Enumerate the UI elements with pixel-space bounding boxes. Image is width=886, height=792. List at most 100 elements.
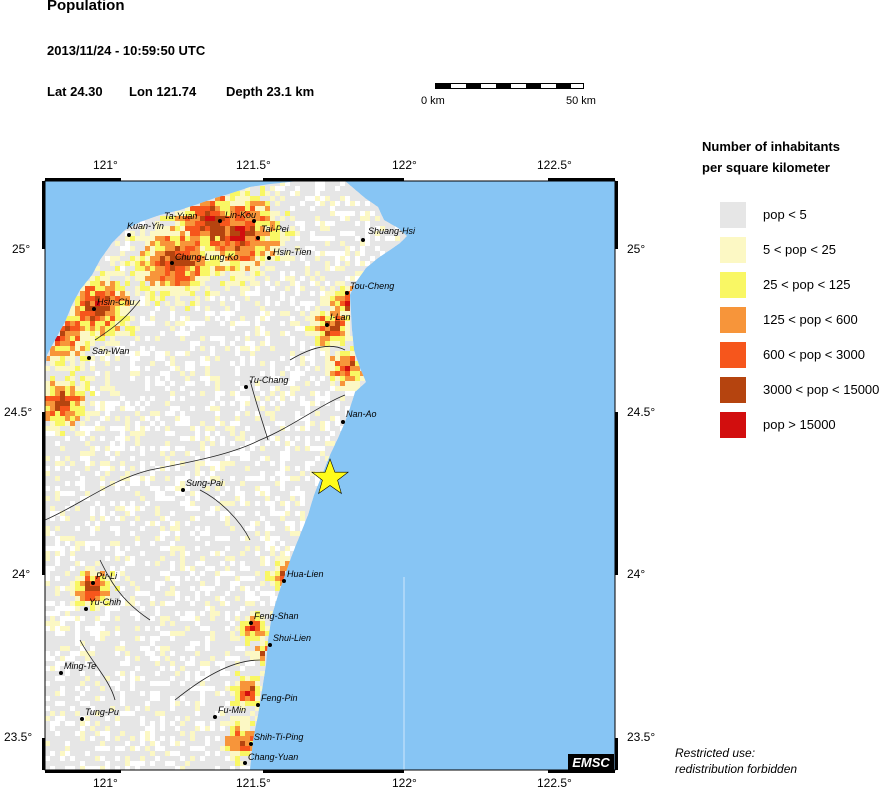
legend-label: 25 < pop < 125 [763,277,851,292]
city-dot [92,307,96,311]
legend-swatch [720,237,746,263]
city-label: Chung-Lung-Ko [175,252,239,262]
lon-tick-label: 122° [392,776,417,790]
city-label: Fu-Min [218,705,246,715]
lat-tick-label: 23.5° [627,730,656,744]
city-dot [249,621,253,625]
legend-swatch [720,307,746,333]
city-label: Feng-Pin [261,693,298,703]
legend-title-line2: per square kilometer [702,160,830,175]
city-dot [170,261,174,265]
lat-tick-label: 24° [627,567,646,581]
scale-bar [435,83,584,89]
lat-tick-label: 24° [12,567,31,581]
lon-tick-label: 121.5° [236,158,271,172]
legend-swatch [720,377,746,403]
city-label: Tou-Cheng [350,281,394,291]
lon-tick-label: 122.5° [537,776,572,790]
lon-tick-label: 121° [93,776,118,790]
city-dot [59,671,63,675]
city-label: Shui-Lien [273,633,311,643]
city-label: Nan-Ao [346,409,377,419]
city-dot [84,607,88,611]
legend-label: 125 < pop < 600 [763,312,858,327]
city-label: Chang-Yuan [248,752,298,762]
city-dot [256,236,260,240]
city-markers: Ta-Yuan Lin-Kou Kuan-Yin Tai-Pei Shuang-Hsi C… [59,210,416,765]
emsc-logo-box [568,754,614,770]
city-label: San-Wan [92,346,129,356]
event-datetime: 2013/11/24 - 10:59:50 UTC [47,43,206,58]
restricted-use-notice: Restricted use: redistribution forbidden [675,745,797,777]
city-label: Lin-Kou [225,210,256,220]
city-dot [249,742,253,746]
city-label: Tai-Pei [261,224,290,234]
city-label: Feng-Shan [254,611,299,621]
legend-swatch [720,202,746,228]
legend-label: 600 < pop < 3000 [763,347,865,362]
lat-tick-label: 25° [12,242,31,256]
city-dot [268,643,272,647]
city-dot [218,219,222,223]
city-dot [267,256,271,260]
city-label: Pu-Li [96,571,118,581]
map-title: Population [47,0,125,14]
legend-label: 5 < pop < 25 [763,242,837,257]
city-dot [341,420,345,424]
lat-tick-label: 25° [627,242,646,256]
legend-title: Number of inhabitants per square kilomet… [702,136,840,178]
city-label: Yu-Chih [89,597,121,607]
restricted-line2: redistribution forbidden [675,762,798,776]
event-depth: Depth 23.1 km [226,84,315,99]
emsc-logo: EMSC [572,755,610,770]
city-label: Shih-Ti-Ping [254,732,303,742]
epicenter-star-icon [311,458,349,495]
legend-label: 3000 < pop < 15000 [763,382,880,397]
city-dot [252,219,256,223]
city-dot [325,323,329,327]
city-dot [181,488,185,492]
city-label: Ta-Yuan [164,211,197,221]
event-lat: Lat 24.30 [47,84,103,99]
river-lines [45,299,346,701]
city-dot [87,356,91,360]
city-label: Kuan-Yin [127,221,164,231]
city-dot [80,717,84,721]
lat-tick-label: 23.5° [4,730,33,744]
scale-label-end: 50 km [566,95,596,107]
city-label: Ming-Te [64,661,96,671]
city-dot [213,715,217,719]
population-density-layer [45,181,405,770]
city-label: Tung-Pu [85,707,119,717]
event-lon: Lon 121.74 [129,84,197,99]
lon-tick-label: 121° [93,158,118,172]
city-label: Shuang-Hsi [368,226,416,236]
city-dot [282,579,286,583]
lon-tick-label: 122° [392,158,417,172]
legend-swatch [720,272,746,298]
city-dot [244,385,248,389]
lat-tick-label: 24.5° [627,405,656,419]
legend-title-line1: Number of inhabitants [702,139,840,154]
legend-swatch [720,412,746,438]
city-dot [243,761,247,765]
lat-tick-label: 24.5° [4,405,33,419]
legend-label: pop < 5 [763,207,807,222]
city-label: Hsin-Tien [273,247,311,257]
legend-swatch [720,342,746,368]
scale-label-start: 0 km [421,95,445,107]
city-label: Tu-Chang [249,375,288,385]
restricted-line1: Restricted use: [675,746,756,760]
city-label: Hua-Lien [287,569,324,579]
city-label: Sung-Pai [186,478,224,488]
city-dot [256,703,260,707]
city-dot [361,238,365,242]
map-frame-ticks [42,178,618,773]
city-dot [91,581,95,585]
lon-tick-label: 122.5° [537,158,572,172]
city-dot [127,233,131,237]
lon-tick-label: 121.5° [236,776,271,790]
city-label: I-Lan [330,312,351,322]
legend-label: pop > 15000 [763,417,836,432]
